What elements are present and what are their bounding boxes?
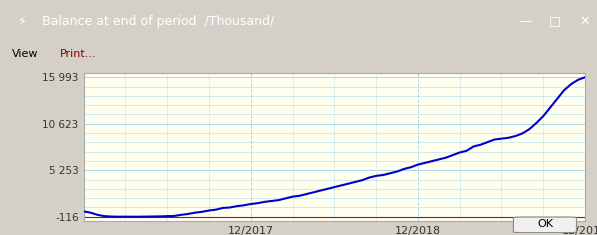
Text: View: View <box>12 49 38 59</box>
Text: □: □ <box>549 15 561 28</box>
Text: Balance at end of period  /Thousand/: Balance at end of period /Thousand/ <box>42 15 274 28</box>
FancyBboxPatch shape <box>513 217 577 233</box>
Text: Print...: Print... <box>60 49 96 59</box>
Text: ✕: ✕ <box>579 15 590 28</box>
Text: ⚡: ⚡ <box>18 15 27 28</box>
Text: —: — <box>519 15 532 28</box>
Text: OK: OK <box>537 219 553 229</box>
